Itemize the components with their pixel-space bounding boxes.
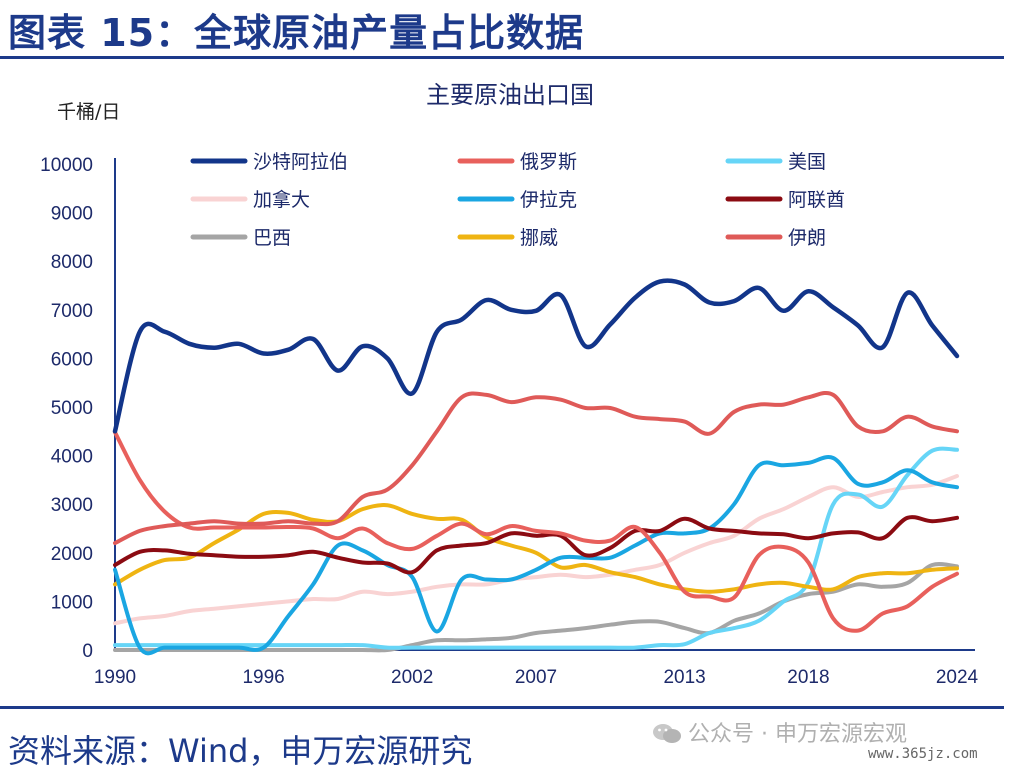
chart-title: 主要原油出口国 (426, 81, 594, 109)
y-tick-label: 3000 (51, 495, 93, 516)
source-note: 资料来源：Wind，申万宏源研究 (8, 732, 473, 770)
y-axis-ticks: 1000090008000700060005000400030002000100… (40, 155, 93, 662)
x-tick-label: 2002 (391, 667, 433, 688)
series-line-7 (113, 503, 959, 594)
legend-label: 阿联酋 (788, 189, 845, 211)
x-tick-label: 2018 (787, 667, 829, 688)
watermark: 公众号 · 申万宏源宏观 (652, 716, 907, 748)
page-title: 图表 15：全球原油产量占比数据 (8, 11, 585, 55)
series-line-1 (113, 430, 959, 633)
footer-divider (0, 706, 1004, 709)
legend-label: 沙特阿拉伯 (253, 151, 348, 173)
y-tick-label: 2000 (51, 544, 93, 565)
y-tick-label: 1000 (51, 592, 93, 613)
y-tick-label: 10000 (40, 155, 93, 176)
series-line-8 (113, 390, 959, 546)
series-line-5 (113, 515, 959, 575)
y-tick-label: 7000 (51, 301, 93, 322)
header-divider (0, 56, 1004, 59)
watermark-url: www.365jz.com (868, 746, 978, 762)
x-tick-label: 1990 (94, 667, 136, 688)
y-tick-label: 4000 (51, 447, 93, 468)
series-line-3 (113, 474, 959, 626)
series-line-2 (113, 446, 959, 650)
y-tick-label: 5000 (51, 398, 93, 419)
legend-label: 伊拉克 (520, 189, 577, 211)
x-tick-label: 1996 (242, 667, 284, 688)
y-tick-label: 6000 (51, 349, 93, 370)
series-line-0 (112, 278, 960, 434)
legend-label: 俄罗斯 (520, 151, 577, 173)
legend-label: 巴西 (253, 227, 291, 249)
y-tick-label: 9000 (51, 204, 93, 225)
wechat-icon (652, 722, 682, 744)
legend-label: 挪威 (520, 227, 558, 249)
x-tick-label: 2024 (936, 667, 979, 688)
y-tick-label: 0 (82, 641, 93, 662)
legend-label: 伊朗 (788, 227, 826, 249)
line-chart: 主要原油出口国 千桶/日 100009000800070006000500040… (40, 81, 979, 688)
x-tick-label: 2007 (515, 667, 557, 688)
watermark-text: 公众号 · 申万宏源宏观 (688, 722, 907, 747)
x-axis-ticks: 1990 1996 2002 2007 2013 2018 2024 (94, 667, 979, 688)
x-tick-label: 2013 (663, 667, 705, 688)
series-lines (112, 278, 960, 656)
y-tick-label: 8000 (51, 252, 93, 273)
legend-label: 加拿大 (253, 188, 310, 211)
series-line-4 (113, 455, 959, 656)
legend-label: 美国 (788, 151, 826, 173)
y-axis-unit-label: 千桶/日 (57, 101, 120, 123)
